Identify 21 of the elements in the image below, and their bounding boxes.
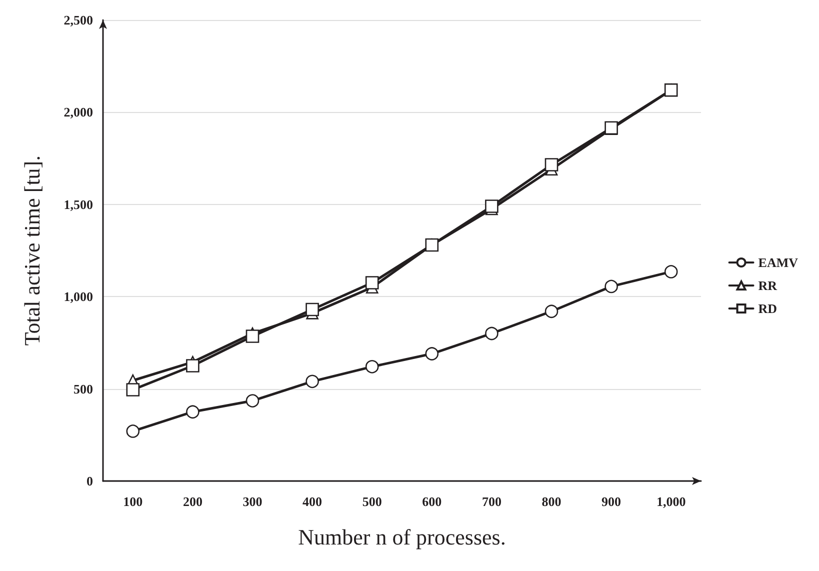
legend-label: EAMV (758, 255, 799, 270)
y-tick-label: 1,000 (64, 289, 93, 304)
x-tick-label: 700 (482, 494, 502, 509)
y-tick-label: 2,500 (64, 12, 93, 28)
x-tick-label: 100 (123, 494, 143, 509)
y-tick-label: 1,500 (64, 196, 93, 212)
x-tick-label: 400 (302, 494, 322, 509)
x-tick-label: 900 (602, 494, 622, 509)
x-tick-label: 800 (542, 494, 562, 509)
y-axis-title: Total active time [tu]. (20, 155, 44, 346)
x-tick-label: 200 (182, 494, 202, 509)
y-tick-label: 500 (74, 381, 93, 396)
x-axis-title: Number n of processes. (298, 524, 506, 550)
x-tick-label: 1,000 (656, 494, 686, 509)
x-tick-label: 500 (362, 494, 382, 509)
legend-label: RD (758, 301, 778, 316)
x-tick-label: 600 (422, 494, 442, 509)
legend-label: RR (758, 278, 778, 293)
y-tick-label: 0 (86, 474, 93, 488)
y-tick-label: 2,000 (64, 104, 93, 120)
x-tick-label: 300 (242, 494, 262, 509)
